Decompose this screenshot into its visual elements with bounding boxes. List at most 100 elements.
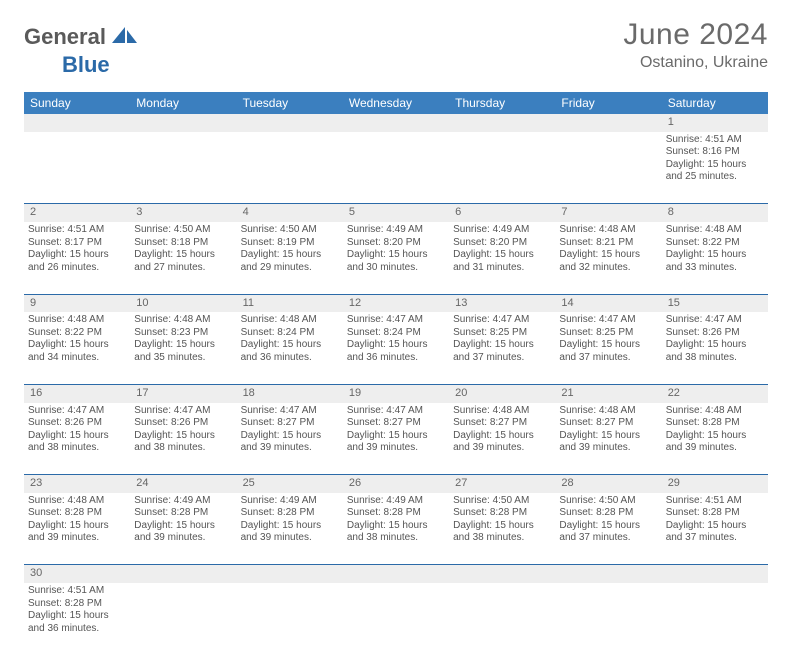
daylight-text-2: and 37 minutes. <box>666 532 764 545</box>
day-content-row: Sunrise: 4:47 AMSunset: 8:26 PMDaylight:… <box>24 403 768 475</box>
day-cell <box>237 583 343 655</box>
daylight-text-2: and 38 minutes. <box>453 532 551 545</box>
weekday-header: Sunday <box>24 92 130 114</box>
day-cell: Sunrise: 4:49 AMSunset: 8:28 PMDaylight:… <box>343 493 449 565</box>
sunset-text: Sunset: 8:26 PM <box>28 417 126 430</box>
sunset-text: Sunset: 8:26 PM <box>666 327 764 340</box>
day-cell: Sunrise: 4:48 AMSunset: 8:27 PMDaylight:… <box>449 403 555 475</box>
daylight-text-2: and 38 minutes. <box>347 532 445 545</box>
day-number-cell: 23 <box>24 475 130 493</box>
daylight-text-2: and 39 minutes. <box>453 442 551 455</box>
day-number-cell: 21 <box>555 384 661 402</box>
day-number-cell <box>237 565 343 583</box>
sunrise-text: Sunrise: 4:48 AM <box>559 224 657 237</box>
sunset-text: Sunset: 8:28 PM <box>453 507 551 520</box>
sail-icon <box>112 25 138 50</box>
daylight-text-1: Daylight: 15 hours <box>28 249 126 262</box>
day-cell: Sunrise: 4:51 AMSunset: 8:16 PMDaylight:… <box>662 132 768 204</box>
sunset-text: Sunset: 8:24 PM <box>241 327 339 340</box>
day-number-cell: 19 <box>343 384 449 402</box>
weekday-header-row: Sunday Monday Tuesday Wednesday Thursday… <box>24 92 768 114</box>
daylight-text-1: Daylight: 15 hours <box>134 339 232 352</box>
sunrise-text: Sunrise: 4:50 AM <box>453 495 551 508</box>
day-number-cell: 20 <box>449 384 555 402</box>
day-cell: Sunrise: 4:48 AMSunset: 8:27 PMDaylight:… <box>555 403 661 475</box>
sunset-text: Sunset: 8:27 PM <box>241 417 339 430</box>
day-number-cell: 24 <box>130 475 236 493</box>
sunset-text: Sunset: 8:28 PM <box>559 507 657 520</box>
day-cell <box>449 132 555 204</box>
daylight-text-2: and 39 minutes. <box>347 442 445 455</box>
day-content-row: Sunrise: 4:48 AMSunset: 8:28 PMDaylight:… <box>24 493 768 565</box>
daylight-text-1: Daylight: 15 hours <box>559 249 657 262</box>
sunrise-text: Sunrise: 4:48 AM <box>453 405 551 418</box>
daylight-text-1: Daylight: 15 hours <box>666 249 764 262</box>
sunset-text: Sunset: 8:24 PM <box>347 327 445 340</box>
daylight-text-1: Daylight: 15 hours <box>453 339 551 352</box>
day-number-cell: 17 <box>130 384 236 402</box>
day-cell <box>449 583 555 655</box>
day-cell <box>130 583 236 655</box>
day-number-cell: 7 <box>555 204 661 222</box>
day-cell: Sunrise: 4:50 AMSunset: 8:19 PMDaylight:… <box>237 222 343 294</box>
day-cell: Sunrise: 4:47 AMSunset: 8:26 PMDaylight:… <box>662 312 768 384</box>
day-cell: Sunrise: 4:49 AMSunset: 8:28 PMDaylight:… <box>237 493 343 565</box>
sunrise-text: Sunrise: 4:47 AM <box>453 314 551 327</box>
day-number-cell: 11 <box>237 294 343 312</box>
sunset-text: Sunset: 8:18 PM <box>134 237 232 250</box>
weekday-header: Tuesday <box>237 92 343 114</box>
day-cell: Sunrise: 4:49 AMSunset: 8:20 PMDaylight:… <box>449 222 555 294</box>
sunrise-text: Sunrise: 4:50 AM <box>134 224 232 237</box>
sunrise-text: Sunrise: 4:48 AM <box>559 405 657 418</box>
day-number-cell <box>237 114 343 132</box>
sunrise-text: Sunrise: 4:48 AM <box>28 314 126 327</box>
daylight-text-2: and 25 minutes. <box>666 171 764 184</box>
daylight-text-1: Daylight: 15 hours <box>347 520 445 533</box>
sunrise-text: Sunrise: 4:47 AM <box>347 405 445 418</box>
daylight-text-1: Daylight: 15 hours <box>559 339 657 352</box>
day-cell: Sunrise: 4:48 AMSunset: 8:24 PMDaylight:… <box>237 312 343 384</box>
daylight-text-1: Daylight: 15 hours <box>28 339 126 352</box>
day-cell: Sunrise: 4:47 AMSunset: 8:26 PMDaylight:… <box>130 403 236 475</box>
day-cell: Sunrise: 4:49 AMSunset: 8:20 PMDaylight:… <box>343 222 449 294</box>
sunrise-text: Sunrise: 4:48 AM <box>28 495 126 508</box>
sunset-text: Sunset: 8:16 PM <box>666 146 764 159</box>
day-cell: Sunrise: 4:47 AMSunset: 8:27 PMDaylight:… <box>237 403 343 475</box>
daylight-text-1: Daylight: 15 hours <box>134 249 232 262</box>
daylight-text-2: and 33 minutes. <box>666 262 764 275</box>
day-content-row: Sunrise: 4:51 AMSunset: 8:16 PMDaylight:… <box>24 132 768 204</box>
sunset-text: Sunset: 8:28 PM <box>28 598 126 611</box>
daylight-text-1: Daylight: 15 hours <box>666 339 764 352</box>
sunrise-text: Sunrise: 4:47 AM <box>666 314 764 327</box>
day-cell: Sunrise: 4:47 AMSunset: 8:27 PMDaylight:… <box>343 403 449 475</box>
daylight-text-1: Daylight: 15 hours <box>28 520 126 533</box>
day-cell: Sunrise: 4:47 AMSunset: 8:25 PMDaylight:… <box>449 312 555 384</box>
daylight-text-2: and 37 minutes. <box>453 352 551 365</box>
sunset-text: Sunset: 8:22 PM <box>666 237 764 250</box>
sunrise-text: Sunrise: 4:49 AM <box>347 224 445 237</box>
day-number-row: 16171819202122 <box>24 384 768 402</box>
sunset-text: Sunset: 8:27 PM <box>347 417 445 430</box>
daylight-text-2: and 39 minutes. <box>241 442 339 455</box>
day-number-cell: 1 <box>662 114 768 132</box>
day-number-cell <box>130 114 236 132</box>
sunset-text: Sunset: 8:28 PM <box>666 507 764 520</box>
day-number-cell: 30 <box>24 565 130 583</box>
sunset-text: Sunset: 8:28 PM <box>241 507 339 520</box>
day-cell: Sunrise: 4:47 AMSunset: 8:24 PMDaylight:… <box>343 312 449 384</box>
day-number-cell: 8 <box>662 204 768 222</box>
daylight-text-2: and 31 minutes. <box>453 262 551 275</box>
day-cell <box>237 132 343 204</box>
day-cell: Sunrise: 4:47 AMSunset: 8:25 PMDaylight:… <box>555 312 661 384</box>
sunset-text: Sunset: 8:28 PM <box>347 507 445 520</box>
daylight-text-1: Daylight: 15 hours <box>347 249 445 262</box>
day-number-cell: 22 <box>662 384 768 402</box>
sunset-text: Sunset: 8:28 PM <box>28 507 126 520</box>
sunrise-text: Sunrise: 4:49 AM <box>453 224 551 237</box>
sunset-text: Sunset: 8:26 PM <box>134 417 232 430</box>
sunset-text: Sunset: 8:21 PM <box>559 237 657 250</box>
day-number-cell <box>449 565 555 583</box>
day-cell <box>343 132 449 204</box>
day-number-cell: 2 <box>24 204 130 222</box>
day-number-cell <box>343 114 449 132</box>
